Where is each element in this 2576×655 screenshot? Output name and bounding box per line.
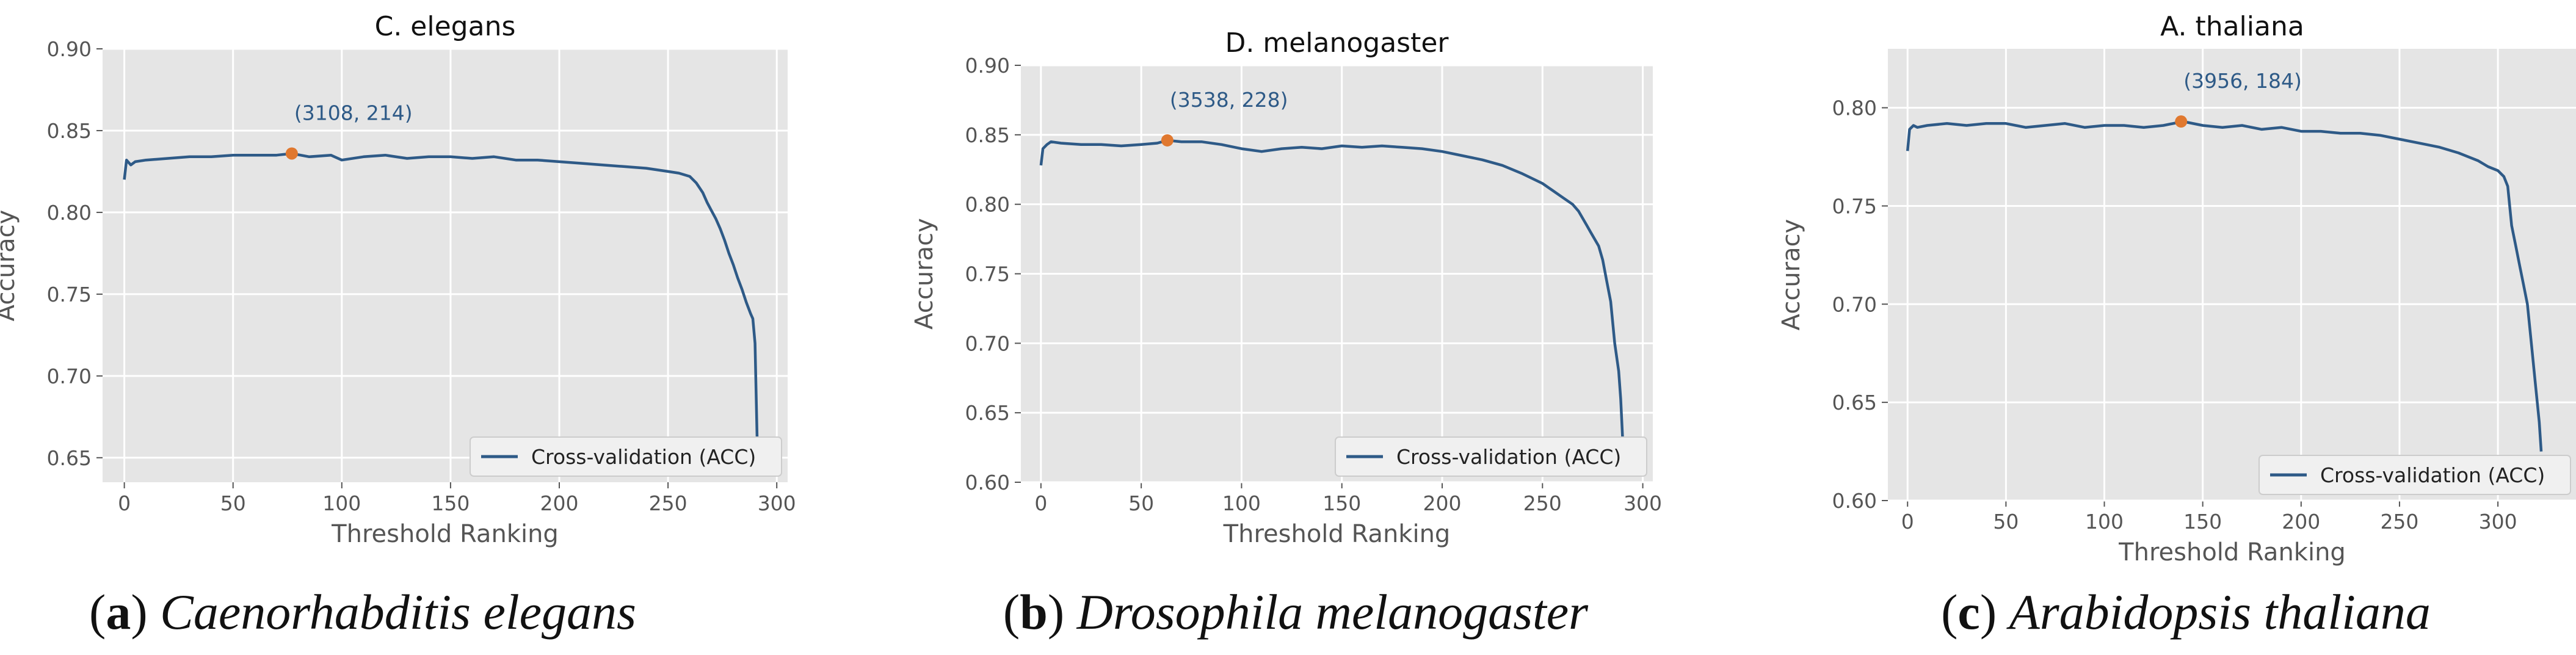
x-tick-label: 200 <box>2282 510 2320 534</box>
caption-letter: a <box>106 584 131 640</box>
y-tick-label: 0.60 <box>965 471 1010 494</box>
y-tick-label: 0.80 <box>965 193 1010 217</box>
y-axis-label: Accuracy <box>0 210 20 322</box>
x-tick-label: 0 <box>1901 510 1914 534</box>
panel-caption: (c) Arabidopsis thaliana <box>1941 584 2431 640</box>
series-line-cross-validation <box>123 152 759 442</box>
caption-open-paren: ( <box>1003 584 1020 640</box>
x-tick-label: 50 <box>1993 510 2019 534</box>
x-axis-label: Threshold Ranking <box>1223 520 1451 548</box>
x-tick-label: 200 <box>540 491 579 515</box>
x-tick-label: 100 <box>1222 491 1261 515</box>
caption-open-paren: ( <box>89 584 106 640</box>
y-tick-label: 0.65 <box>1832 391 1877 414</box>
chart-title: C. elegans <box>375 11 516 42</box>
optimum-point-label: (3108, 214) <box>294 101 413 125</box>
chart-panel-3: 0 50 100 150 200 250 300 0.60 0.65 0.70 0.75 0.80 A.… <box>1777 11 2576 640</box>
x-tick-label: 100 <box>322 491 361 515</box>
optimum-point-label: (3538, 228) <box>1170 88 1288 112</box>
legend-label: Cross-validation (ACC) <box>1396 445 1621 469</box>
y-tick-label: 0.85 <box>47 119 92 143</box>
caption-species: Caenorhabditis elegans <box>160 584 636 640</box>
series-line-cross-validation <box>1039 139 1624 441</box>
x-tick-label: 250 <box>1523 491 1562 515</box>
y-tick-label: 0.70 <box>47 364 92 388</box>
optimum-point-label: (3956, 184) <box>2183 69 2302 93</box>
caption-species: Drosophila melanogaster <box>1076 584 1589 640</box>
y-tick-label: 0.65 <box>965 401 1010 425</box>
chart-title: D. melanogaster <box>1225 27 1449 59</box>
caption-open-paren: ( <box>1941 584 1957 640</box>
y-tick-label: 0.75 <box>1832 194 1877 218</box>
x-axis-label: Threshold Ranking <box>331 520 559 548</box>
plot-area <box>1888 49 2576 501</box>
optimum-point-marker <box>2175 115 2188 128</box>
series-line-cross-validation <box>1906 120 2543 452</box>
caption-close-paren: ) <box>1980 584 2009 640</box>
x-tick-label: 100 <box>2085 510 2124 534</box>
y-tick-label: 0.90 <box>47 37 92 61</box>
legend-label: Cross-validation (ACC) <box>531 445 756 469</box>
y-tick-label: 0.80 <box>47 201 92 225</box>
plot-area <box>103 49 788 482</box>
x-tick-label: 50 <box>220 491 246 515</box>
caption-letter: b <box>1020 584 1048 640</box>
x-tick-label: 300 <box>1624 491 1662 515</box>
chart-title: A. thaliana <box>2160 11 2304 42</box>
caption-close-paren: ) <box>1048 584 1077 640</box>
chart-panel-2: 0 50 100 150 200 250 300 0.60 0.65 0.70 0.75 0.80 0.… <box>910 27 1662 640</box>
panel-caption: (a) Caenorhabditis elegans <box>89 584 636 640</box>
caption-species: Arabidopsis thaliana <box>2006 584 2431 640</box>
y-tick-label: 0.80 <box>1832 96 1877 120</box>
y-tick-label: 0.60 <box>1832 489 1877 513</box>
y-tick-label: 0.85 <box>965 123 1010 147</box>
chart-panel-1: 0 50 100 150 200 250 300 0.65 0.70 0.75 0.80 0.85 0.… <box>0 11 796 640</box>
y-tick-label: 0.90 <box>965 54 1010 78</box>
x-tick-label: 0 <box>118 491 131 515</box>
y-tick-label: 0.75 <box>965 262 1010 286</box>
x-axis-label: Threshold Ranking <box>2118 538 2346 566</box>
x-tick-label: 50 <box>1128 491 1154 515</box>
y-tick-label: 0.70 <box>1832 292 1877 316</box>
x-tick-label: 150 <box>2183 510 2222 534</box>
x-tick-label: 150 <box>1322 491 1361 515</box>
y-tick-label: 0.75 <box>47 283 92 306</box>
x-tick-label: 200 <box>1423 491 1462 515</box>
x-tick-label: 300 <box>2479 510 2517 534</box>
y-axis-label: Accuracy <box>1777 219 1805 331</box>
x-tick-label: 0 <box>1034 491 1047 515</box>
optimum-point-marker <box>1161 134 1174 147</box>
legend-box <box>470 436 782 477</box>
x-tick-label: 150 <box>431 491 470 515</box>
optimum-point-marker <box>285 147 298 160</box>
caption-letter: c <box>1957 584 1979 640</box>
panel-caption: (b) Drosophila melanogaster <box>1003 584 1589 640</box>
x-tick-label: 300 <box>758 491 796 515</box>
caption-close-paren: ) <box>131 584 160 640</box>
y-tick-label: 0.70 <box>965 331 1010 355</box>
x-tick-label: 250 <box>649 491 688 515</box>
legend-box <box>2259 455 2571 495</box>
x-tick-label: 250 <box>2380 510 2418 534</box>
y-axis-label: Accuracy <box>910 218 938 330</box>
legend-label: Cross-validation (ACC) <box>2320 463 2545 487</box>
legend-box <box>1335 436 1647 477</box>
y-tick-label: 0.65 <box>47 446 92 470</box>
